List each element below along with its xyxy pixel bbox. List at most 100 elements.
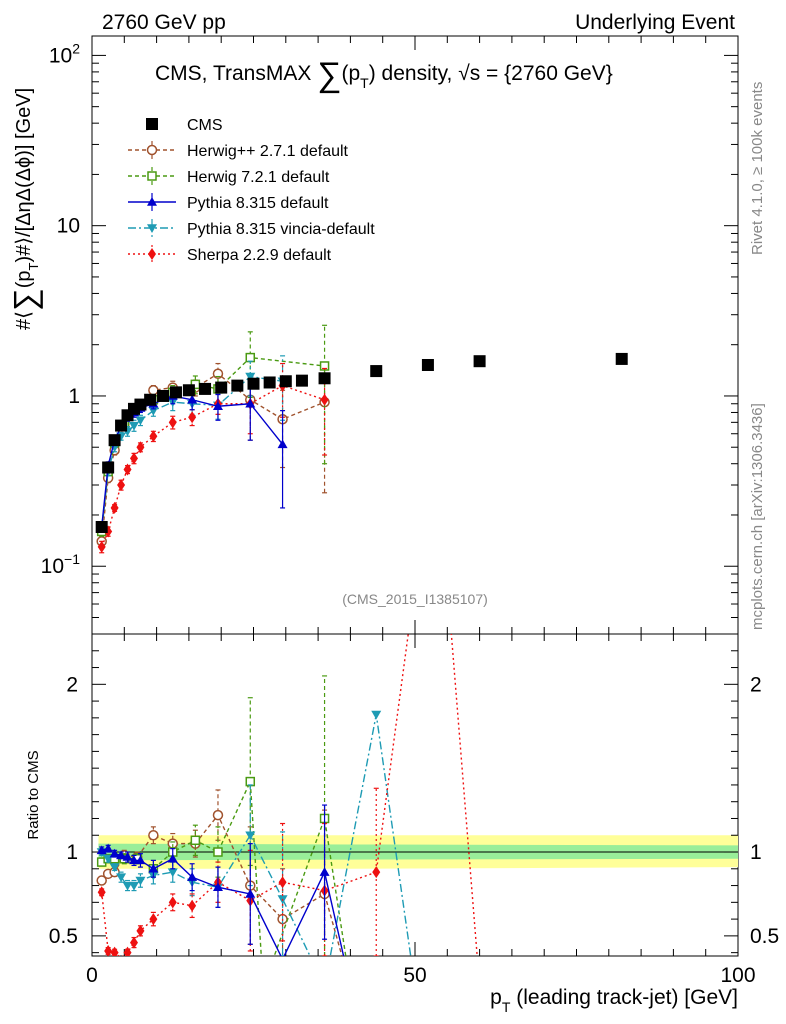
main-cms-point-14 (247, 377, 260, 390)
ratio-sherpa-point-7 (149, 913, 158, 926)
ratio-ylabel: Ratio to CMS (25, 750, 42, 839)
ratio-herwig721-line (101, 781, 347, 956)
x-axis-label: pT (leading track-jet) [GeV] (490, 986, 738, 1015)
ratio-ytick-label-left-2: 2 (66, 673, 78, 696)
main-sherpa-point-2 (110, 501, 119, 514)
header-left: 2760 GeV pp (102, 11, 226, 34)
legend-vincia-label: Pythia 8.315 vincia-default (187, 221, 375, 238)
main-cms-point-17 (295, 374, 308, 387)
x-tick-label-100: 100 (720, 964, 755, 987)
ratio-sherpa-point-0 (97, 886, 106, 899)
ratio-sherpa-point-9 (188, 899, 197, 912)
ratio-pythia-line (101, 847, 345, 956)
main-ytick-label-3: 102 (49, 40, 80, 67)
ratio-sherpa-line (100, 634, 478, 956)
title-post: ) density, (369, 62, 458, 85)
ratio-vincia-line (101, 714, 412, 956)
ratio-vincia-point-14 (371, 710, 382, 720)
side-note-bottom: mcplots.cern.ch [arXiv:1306.3436] (749, 403, 766, 630)
main-cms-point-10 (182, 384, 195, 397)
ratio-ytick-label-left-1: 1 (66, 841, 78, 864)
main-ytick-label-2: 10 (57, 215, 80, 238)
ratio-vincia-point-2 (109, 863, 120, 873)
main-cms-point-20 (421, 358, 434, 371)
legend-herwig721-label: Herwig 7.2.1 default (187, 169, 330, 186)
main-cms-point-22 (615, 352, 628, 365)
header-right: Underlying Event (575, 11, 735, 34)
main-sherpa-point-9 (188, 411, 197, 424)
main-cms-point-1 (102, 461, 115, 474)
ratio-ytick-label-right-1: 1 (750, 841, 762, 864)
xlabel-p: p (490, 986, 502, 1009)
ratio-pythia-point-6 (135, 855, 146, 865)
ratio-herwig271-point-0 (96, 875, 107, 886)
main-cms-point-9 (169, 386, 182, 399)
main-cms-point-13 (231, 379, 244, 392)
title-eq: = {2760 GeV} (480, 62, 613, 85)
ratio-pythia-point-10 (212, 882, 223, 891)
axis-ticks: 0 50 100 10−1 1 10 102 0.5 0.5 1 1 2 2 (41, 36, 779, 987)
ratio-pythia-point-8 (167, 853, 178, 863)
ratio-herwig271-point-5 (148, 830, 159, 841)
main-sherpa-point-6 (136, 441, 145, 454)
legend-vincia-marker (147, 224, 157, 233)
ratio-sherpa-point-14 (372, 866, 381, 879)
ratio-sherpa-point-12 (278, 876, 287, 889)
ratio-pythia-point-1 (103, 843, 114, 853)
x-tick-label-0: 0 (86, 964, 98, 987)
main-pythia-point-12 (277, 439, 288, 449)
ratio-herwig721-point-8 (213, 847, 223, 857)
main-sherpa-point-8 (168, 416, 177, 429)
ratio-pythia-point-9 (187, 872, 198, 881)
main-ytick-label-0: 10−1 (41, 551, 81, 578)
legend-pythia-marker (147, 197, 157, 206)
xlabel-sub: T (502, 999, 511, 1015)
main-sherpa-point-4 (123, 463, 132, 476)
main-cms-point-18 (318, 372, 331, 385)
title-pt: (p (341, 62, 360, 85)
ratio-pythia-point-11 (245, 888, 256, 898)
ratio-panel-frame (91, 633, 739, 957)
legend: CMS Herwig++ 2.7.1 default Herwig 7.2.1 de… (128, 117, 375, 264)
ratio-sherpa-point-2 (110, 946, 119, 956)
main-vincia-point-5 (128, 421, 139, 431)
ylabel-c: )#⟩/[ΔηΔ(Δϕ)] [GeV] (13, 88, 35, 263)
legend-pythia-label: Pythia 8.315 default (187, 195, 329, 212)
main-cms-point-11 (199, 382, 212, 395)
legend-herwig271-label: Herwig++ 2.7.1 default (187, 143, 349, 160)
title-prefix: CMS, TransMAX (155, 62, 317, 85)
ratio-pythia-point-5 (128, 855, 139, 865)
ratio-pythia-point-3 (116, 850, 127, 860)
main-pythia-point-9 (187, 394, 198, 404)
main-cms-point-2 (108, 434, 121, 447)
title-sub: T (360, 75, 369, 91)
main-vincia-point-11 (245, 372, 256, 382)
ratio-herwig271-point-8 (212, 809, 224, 821)
ratio-ytick-label-left-0.5: 0.5 (49, 925, 78, 948)
main-series (95, 324, 628, 554)
ratio-vincia-point-11 (245, 831, 256, 841)
ylabel-sub: T (26, 262, 41, 270)
title-sum: ∑ (317, 56, 341, 94)
ratio-herwig721-point-7 (190, 835, 201, 846)
main-herwig721-point-9 (245, 352, 256, 363)
ratio-sherpa-point-5 (129, 936, 138, 949)
ratio-vincia-point-4 (122, 881, 133, 891)
ratio-ytick-label-right-0.5: 0.5 (750, 925, 779, 948)
main-cms-point-8 (157, 389, 170, 402)
legend-sherpa-marker (148, 248, 156, 260)
ratio-pythia-point-4 (122, 852, 133, 861)
ylabel-a: #⟨ (13, 311, 35, 330)
main-cms-point-21 (473, 355, 486, 368)
ylabel-sum: ∑ (7, 288, 43, 311)
title-sqrt: √s (458, 62, 480, 85)
main-herwig271-point-5 (148, 385, 159, 396)
main-pythia-point-11 (245, 398, 256, 408)
legend-herwig721-marker (147, 171, 157, 181)
ratio-series (96, 634, 478, 956)
ratio-sherpa-point-6 (136, 924, 145, 937)
main-sherpa-point-13 (320, 393, 329, 406)
main-sherpa-point-0 (97, 540, 106, 553)
ratio-pythia-point-2 (109, 848, 120, 858)
